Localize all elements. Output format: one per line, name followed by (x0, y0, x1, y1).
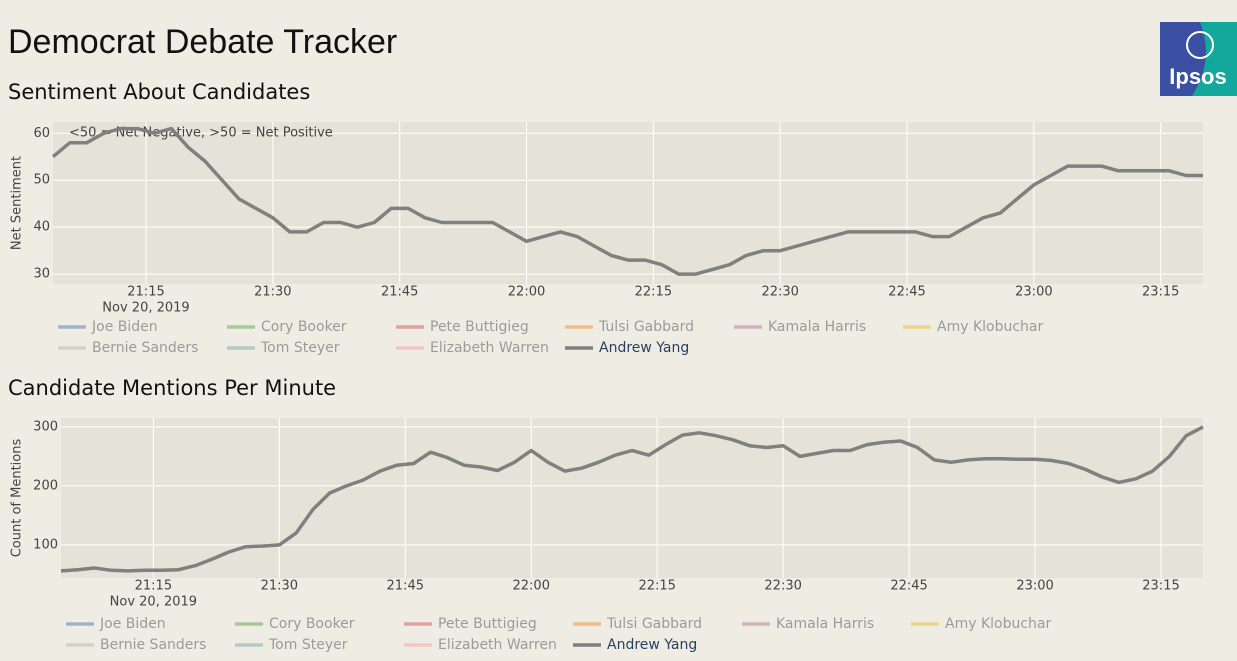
legend-item[interactable]: Bernie Sanders (58, 340, 198, 356)
x-tick-label: 21:15 (127, 285, 164, 300)
legend-label: Tulsi Gabbard (598, 319, 694, 335)
legend-label: Bernie Sanders (92, 340, 198, 356)
legend-item[interactable]: Tom Steyer (227, 340, 340, 356)
x-tick-label: 23:15 (1142, 579, 1179, 594)
legend-label: Elizabeth Warren (438, 637, 557, 653)
x-tick-label: 22:00 (513, 579, 550, 594)
x-tick-label: 21:30 (254, 285, 291, 300)
legend-item[interactable]: Pete Buttigieg (404, 616, 537, 632)
x-tick-label: 23:00 (1015, 285, 1052, 300)
legend-label: Andrew Yang (607, 637, 697, 653)
legend-item[interactable]: Tom Steyer (235, 637, 348, 653)
legend-item[interactable]: Andrew Yang (565, 340, 689, 356)
x-tick-label: 22:15 (638, 579, 675, 594)
logo-text: Ipsos (1169, 64, 1226, 89)
legend-item[interactable]: Tulsi Gabbard (573, 616, 702, 632)
legend-item[interactable]: Pete Buttigieg (396, 319, 529, 335)
y-tick-label: 30 (33, 267, 50, 282)
y-tick-label: 300 (33, 419, 58, 434)
x-tick-label: 21:45 (381, 285, 418, 300)
legend-label: Tom Steyer (260, 340, 340, 356)
legend-item[interactable]: Amy Klobuchar (911, 616, 1051, 632)
y-tick-label: 50 (33, 173, 50, 188)
legend-label: Andrew Yang (599, 340, 689, 356)
x-tick-label: 21:45 (387, 579, 424, 594)
legend-label: Joe Biden (99, 616, 166, 632)
x-tick-label: 22:15 (635, 285, 672, 300)
legend-label: Amy Klobuchar (945, 616, 1051, 632)
y-axis-title: Net Sentiment (10, 156, 25, 250)
legend-label: Bernie Sanders (100, 637, 206, 653)
x-tick-label: 22:45 (888, 285, 925, 300)
logo-head (1186, 31, 1214, 59)
legend-item[interactable]: Amy Klobuchar (903, 319, 1043, 335)
x-tick-label: 23:00 (1016, 579, 1053, 594)
y-tick-label: 200 (33, 478, 58, 493)
legend-label: Cory Booker (269, 616, 355, 632)
legend-label: Amy Klobuchar (937, 319, 1043, 335)
legend-item[interactable]: Joe Biden (58, 319, 158, 335)
legend-item[interactable]: Cory Booker (227, 319, 347, 335)
legend-label: Elizabeth Warren (430, 340, 549, 356)
x-tick-label: 22:45 (890, 579, 927, 594)
chart-title: Sentiment About Candidates (8, 80, 310, 104)
legend-label: Tulsi Gabbard (606, 616, 702, 632)
legend-item[interactable]: Andrew Yang (573, 637, 697, 653)
x-date-label: Nov 20, 2019 (102, 301, 189, 316)
legend-item[interactable]: Elizabeth Warren (404, 637, 557, 653)
logo: Ipsos (1160, 22, 1237, 96)
series-line (51, 126, 1203, 276)
plot-area (61, 418, 1203, 578)
series-line (60, 425, 1204, 573)
legend-item[interactable]: Joe Biden (66, 616, 166, 632)
legend-label: Tom Steyer (268, 637, 348, 653)
x-tick-label: 22:30 (764, 579, 801, 594)
legend-item[interactable]: Elizabeth Warren (396, 340, 549, 356)
legend-label: Kamala Harris (776, 616, 874, 632)
y-axis-title: Count of Mentions (10, 439, 25, 558)
legend-item[interactable]: Bernie Sanders (66, 637, 206, 653)
logo-accent (1192, 22, 1237, 96)
legend-label: Kamala Harris (768, 319, 866, 335)
legend-item[interactable]: Kamala Harris (734, 319, 866, 335)
x-tick-label: 22:00 (508, 285, 545, 300)
x-tick-label: 23:15 (1142, 285, 1179, 300)
y-tick-label: 100 (33, 537, 58, 552)
legend-item[interactable]: Tulsi Gabbard (565, 319, 694, 335)
chart-title: Candidate Mentions Per Minute (8, 376, 336, 400)
x-date-label: Nov 20, 2019 (110, 595, 197, 610)
y-tick-label: 40 (33, 220, 50, 235)
legend-label: Joe Biden (91, 319, 158, 335)
page-title: Democrat Debate Tracker (8, 23, 397, 61)
legend-label: Cory Booker (261, 319, 347, 335)
y-tick-label: 60 (33, 126, 50, 141)
legend-item[interactable]: Cory Booker (235, 616, 355, 632)
legend-label: Pete Buttigieg (430, 319, 529, 335)
x-tick-label: 22:30 (761, 285, 798, 300)
x-tick-label: 21:15 (135, 579, 172, 594)
legend-label: Pete Buttigieg (438, 616, 537, 632)
x-tick-label: 21:30 (261, 579, 298, 594)
legend-item[interactable]: Kamala Harris (742, 616, 874, 632)
